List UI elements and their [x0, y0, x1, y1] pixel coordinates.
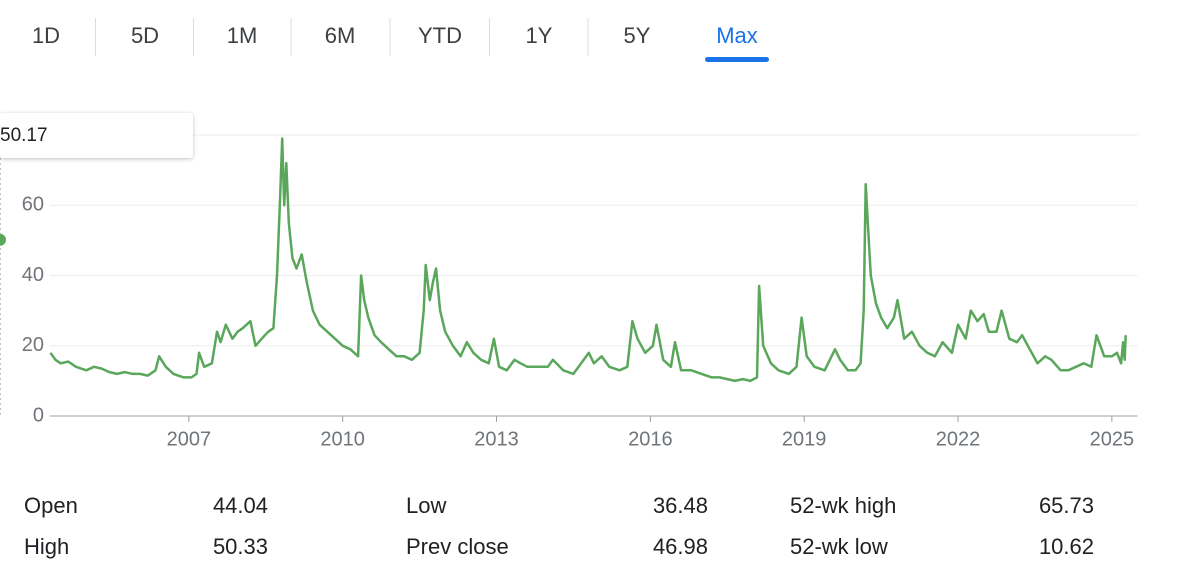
stat-value: 46.98	[653, 534, 708, 559]
stat-label: High	[24, 534, 69, 559]
stat-value: 65.73	[1039, 493, 1094, 518]
x-tick-label: 2019	[782, 428, 827, 450]
stat-label: 52-wk low	[790, 534, 888, 559]
x-tick-label: 2016	[628, 428, 673, 450]
stat-value: 36.48	[653, 493, 708, 518]
range-tab[interactable]: YTD	[418, 23, 462, 48]
y-tick-label: 20	[22, 334, 44, 356]
x-tick-label: 2010	[320, 428, 365, 450]
stat-label: 52-wk high	[790, 493, 896, 518]
range-tab[interactable]: 5Y	[624, 23, 651, 48]
range-tab[interactable]: 1D	[32, 23, 60, 48]
stat-label: Open	[24, 493, 78, 518]
price-line	[49, 137, 1127, 383]
stat-value: 50.33	[213, 534, 268, 559]
stat-label: Low	[406, 493, 446, 518]
y-tick-label: 60	[22, 194, 44, 216]
active-underline	[705, 57, 769, 62]
stat-value: 44.04	[213, 493, 268, 518]
range-tab[interactable]: 5D	[131, 23, 159, 48]
range-tab[interactable]: 6M	[325, 23, 356, 48]
stat-label: Prev close	[406, 534, 509, 559]
x-tick-label: 2022	[936, 428, 981, 450]
x-tick-label: 2025	[1090, 428, 1135, 450]
y-tick-label: 0	[33, 404, 44, 426]
range-tab[interactable]: 1M	[227, 23, 258, 48]
range-tab[interactable]: Max	[716, 23, 758, 48]
range-tab[interactable]: 1Y	[526, 23, 553, 48]
y-tick-label: 40	[22, 264, 44, 286]
hover-dot	[0, 233, 6, 246]
stat-value: 10.62	[1039, 534, 1094, 559]
tooltip-value: 50.17	[0, 125, 48, 146]
x-tick-label: 2013	[474, 428, 519, 450]
x-tick-label: 2007	[167, 428, 212, 450]
tooltip	[0, 113, 193, 158]
